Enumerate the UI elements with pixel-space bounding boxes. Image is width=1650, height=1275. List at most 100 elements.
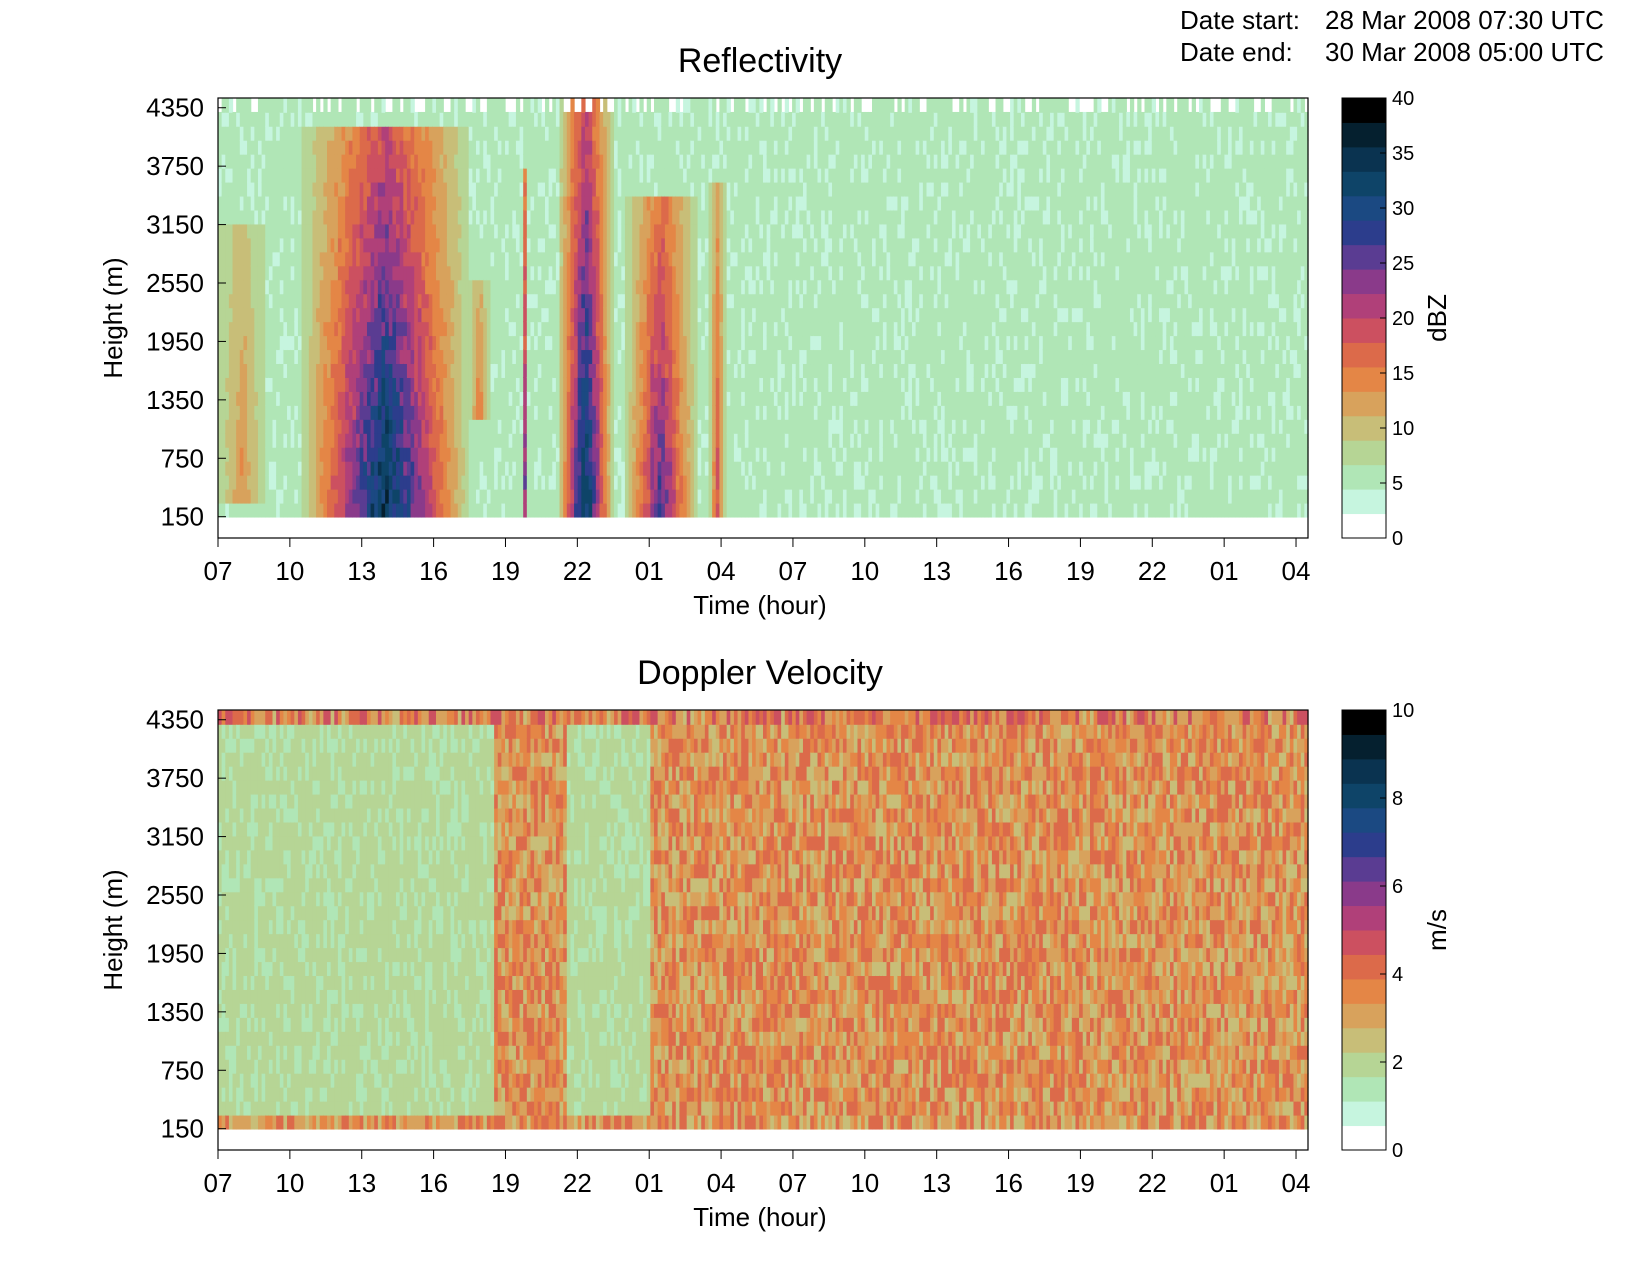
- heatmap-cell: [302, 224, 306, 239]
- heatmap-cell: [269, 461, 273, 476]
- heatmap-cell: [294, 377, 298, 392]
- heatmap-cell: [796, 447, 800, 462]
- heatmap-cell: [323, 154, 327, 169]
- heatmap-cell: [799, 279, 803, 294]
- heatmap-cell: [661, 461, 665, 476]
- heatmap-cell: [647, 112, 651, 127]
- heatmap-cell: [698, 126, 702, 141]
- heatmap-cell: [748, 182, 752, 197]
- heatmap-cell: [356, 391, 360, 406]
- heatmap-cell: [251, 224, 255, 239]
- heatmap-cell: [603, 377, 607, 392]
- heatmap-cell: [501, 363, 505, 378]
- heatmap-cell: [741, 182, 745, 197]
- heatmap-cell: [218, 489, 222, 504]
- heatmap-cell: [701, 503, 705, 518]
- heatmap-cell: [283, 196, 287, 211]
- heatmap-cell: [774, 307, 778, 322]
- heatmap-cell: [287, 419, 291, 434]
- heatmap-cell: [509, 475, 513, 490]
- heatmap-cell: [247, 140, 251, 155]
- heatmap-cell: [810, 182, 814, 197]
- heatmap-cell: [509, 140, 513, 155]
- heatmap-cell: [821, 461, 825, 476]
- heatmap-cell: [243, 405, 247, 420]
- heatmap-cell: [298, 238, 302, 253]
- heatmap-cell: [530, 98, 534, 113]
- heatmap-cell: [727, 349, 731, 364]
- heatmap-cell: [596, 293, 600, 308]
- heatmap-cell: [516, 196, 520, 211]
- heatmap-cell: [727, 419, 731, 434]
- heatmap-cell: [530, 349, 534, 364]
- heatmap-cell: [810, 461, 814, 476]
- heatmap-cell: [523, 168, 527, 183]
- heatmap-cell: [632, 252, 636, 267]
- heatmap-cell: [534, 238, 538, 253]
- heatmap-cell: [781, 140, 785, 155]
- heatmap-cell: [465, 349, 469, 364]
- heatmap-cell: [534, 391, 538, 406]
- heatmap-cell: [781, 349, 785, 364]
- heatmap-cell: [727, 293, 731, 308]
- heatmap-cell: [269, 252, 273, 267]
- heatmap-cell: [356, 252, 360, 267]
- heatmap-cell: [294, 419, 298, 434]
- heatmap-cell: [734, 265, 738, 280]
- heatmap-cell: [233, 210, 237, 225]
- heatmap-cell: [451, 377, 455, 392]
- heatmap-cell: [632, 405, 636, 420]
- heatmap-cell: [741, 335, 745, 350]
- heatmap-cell: [356, 238, 360, 253]
- heatmap-cell: [342, 126, 346, 141]
- heatmap-cell: [334, 405, 338, 420]
- heatmap-cell: [679, 224, 683, 239]
- heatmap-cell: [374, 433, 378, 448]
- heatmap-cell: [414, 391, 418, 406]
- heatmap-cell: [345, 265, 349, 280]
- heatmap-cell: [781, 126, 785, 141]
- heatmap-cell: [756, 461, 760, 476]
- heatmap-cell: [443, 112, 447, 127]
- heatmap-cell: [476, 293, 480, 308]
- heatmap-cell: [309, 252, 313, 267]
- heatmap-cell: [770, 252, 774, 267]
- heatmap-cell: [403, 335, 407, 350]
- heatmap-cell: [683, 377, 687, 392]
- heatmap-cell: [218, 307, 222, 322]
- heatmap-cell: [371, 252, 375, 267]
- heatmap-cell: [639, 447, 643, 462]
- heatmap-cell: [472, 224, 476, 239]
- heatmap-cell: [658, 279, 662, 294]
- heatmap-cell: [509, 391, 513, 406]
- heatmap-cell: [312, 419, 316, 434]
- heatmap-cell: [505, 126, 509, 141]
- heatmap-cell: [414, 433, 418, 448]
- heatmap-cell: [650, 112, 654, 127]
- heatmap-cell: [461, 377, 465, 392]
- heatmap-cell: [323, 182, 327, 197]
- heatmap-cell: [392, 126, 396, 141]
- heatmap-cell: [556, 210, 560, 225]
- heatmap-cell: [701, 433, 705, 448]
- heatmap-cell: [480, 224, 484, 239]
- heatmap-cell: [716, 391, 720, 406]
- heatmap-cell: [818, 210, 822, 225]
- heatmap-cell: [596, 349, 600, 364]
- heatmap-cell: [574, 419, 578, 434]
- heatmap-cell: [411, 489, 415, 504]
- heatmap-cell: [483, 168, 487, 183]
- heatmap-cell: [654, 433, 658, 448]
- heatmap-cell: [600, 140, 604, 155]
- heatmap-cell: [534, 279, 538, 294]
- heatmap-cell: [305, 447, 309, 462]
- heatmap-cell: [501, 461, 505, 476]
- heatmap-cell: [236, 210, 240, 225]
- heatmap-cell: [356, 349, 360, 364]
- heatmap-cell: [527, 307, 531, 322]
- heatmap-cell: [425, 405, 429, 420]
- heatmap-cell: [807, 154, 811, 169]
- heatmap-cell: [429, 503, 433, 518]
- heatmap-cell: [302, 196, 306, 211]
- heatmap-cell: [331, 503, 335, 518]
